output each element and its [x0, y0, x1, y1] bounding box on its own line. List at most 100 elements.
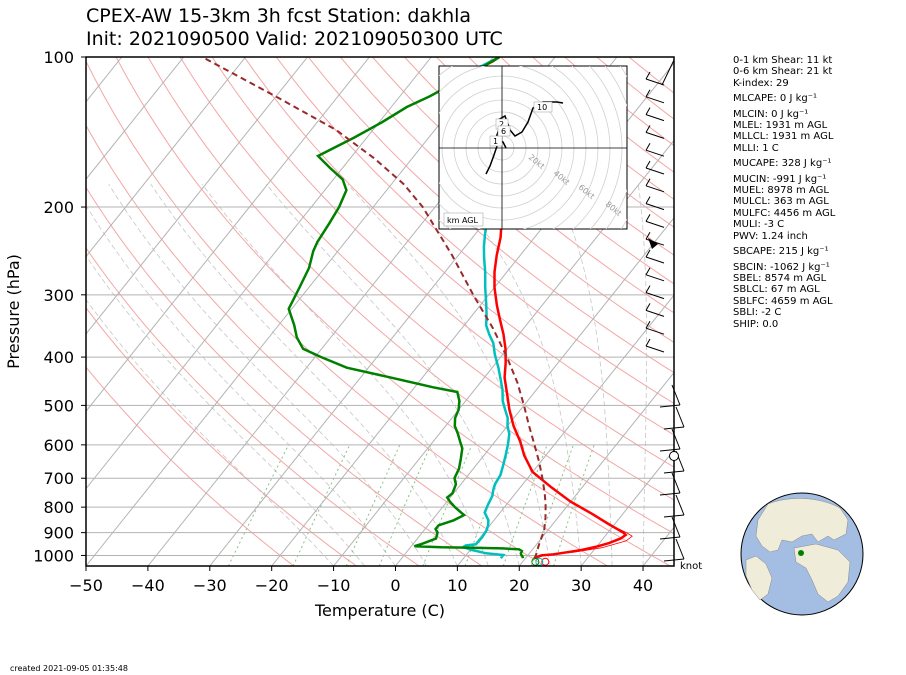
y-tick-label: 400 [43, 348, 74, 367]
hodograph-height-label: 10 [537, 103, 547, 112]
surface-marker [541, 557, 550, 566]
stat-line: 0-1 km Shear: 11 kt [733, 55, 833, 66]
wind-barb [675, 538, 685, 560]
moist-adiabat [86, 204, 396, 566]
stat-line: MLCAPE: 0 J kg⁻¹ [733, 93, 818, 105]
plot-frame [85, 56, 675, 567]
isotherm [333, 139, 674, 566]
wind-barb [675, 406, 685, 428]
wind-barb [645, 338, 651, 347]
dry-adiabat [243, 57, 674, 436]
stat-line: MLEL: 1931 m AGL [733, 120, 828, 132]
wind-barb [671, 516, 681, 538]
wind-barb [661, 59, 675, 86]
y-tick-label: 200 [43, 198, 74, 217]
mixing-ratio-line [502, 444, 548, 566]
x-tick-label: −10 [317, 576, 351, 595]
dry-adiabat [86, 124, 545, 566]
wind-barb [645, 107, 651, 115]
stat-line: SBCIN: -1062 J kg⁻¹ [733, 261, 830, 273]
hodograph-height-label: 2 [499, 120, 504, 129]
x-tick-label: −40 [131, 576, 165, 595]
stat-line: K-index: 29 [733, 77, 789, 89]
y-tick-label: 100 [43, 48, 74, 67]
surface-marker [531, 557, 540, 566]
isotherm [86, 57, 370, 413]
wind-barb [675, 494, 685, 516]
dry-adiabat [86, 306, 357, 566]
dry-adiabat [275, 57, 674, 405]
stat-line: PWV: 1.24 inch [733, 230, 808, 242]
axis-ticks: −50 −40 −30 −20 −10 0 10 20 30 40 100 200 300 400 500 6… [4, 48, 675, 620]
y-tick-label: 300 [43, 286, 74, 305]
wind-barb [645, 71, 651, 80]
dry-adiabat [404, 57, 674, 285]
wind-barb [645, 345, 665, 353]
y-tick-label: 900 [43, 524, 74, 543]
dry-adiabat [86, 366, 295, 566]
x-tick-label: 40 [633, 576, 653, 595]
dewpoint-profile [287, 57, 525, 559]
isotherm [518, 371, 674, 566]
footer-timestamp: created 2021-09-05 01:35:48 [10, 664, 128, 673]
wind-barb [663, 514, 685, 518]
y-tick-label: 600 [43, 436, 74, 455]
stat-line: SBCAPE: 215 J kg⁻¹ [733, 246, 829, 258]
wind-barb [645, 178, 651, 187]
wind-barb [645, 203, 665, 211]
y-tick-label: 1000 [33, 546, 74, 565]
wind-barb [659, 448, 681, 452]
wind-barb [645, 160, 651, 169]
mixing-ratio-line [345, 444, 401, 566]
surface-marker [535, 557, 544, 566]
stat-line: MULFC: 4456 m AGL [733, 207, 836, 219]
isotherm [86, 57, 247, 258]
stat-line: MUEL: 8978 m AGL [733, 185, 829, 197]
y-tick-label: 500 [43, 396, 74, 415]
y-tick-label: 800 [43, 498, 74, 517]
isotherm [580, 449, 674, 566]
stat-line: MULI: -3 C [733, 219, 785, 231]
hodograph-frame [438, 65, 628, 230]
mixing-ratio-line [530, 444, 574, 566]
wind-barb [671, 428, 681, 450]
wind-barb [645, 78, 665, 86]
background-lines [86, 56, 674, 566]
dry-adiabat [86, 186, 483, 566]
wind-barb [645, 131, 665, 139]
x-tick-label: −20 [255, 576, 289, 595]
parcel-profile [201, 57, 547, 559]
wind-barb [645, 185, 665, 193]
wind-barb [671, 472, 681, 494]
hodograph-height-box [489, 135, 503, 147]
mixing-ratio-line [227, 444, 290, 566]
x-tick-label: −30 [193, 576, 227, 595]
stat-line: MLCIN: 0 J kg⁻¹ [733, 108, 809, 120]
wind-barb [645, 292, 665, 300]
stat-line: MUCIN: -991 J kg⁻¹ [733, 173, 827, 185]
wind-barb [671, 384, 681, 406]
stat-line: MUCAPE: 328 J kg⁻¹ [733, 158, 832, 170]
wind-barb [645, 214, 651, 222]
moist-adiabat [150, 183, 458, 566]
isotherm [86, 57, 308, 335]
x-tick-label: 20 [509, 576, 529, 595]
wind-barb [648, 238, 658, 249]
wind-barb [659, 492, 681, 496]
wind-barb [645, 167, 665, 175]
x-tick-label: −50 [69, 576, 103, 595]
stat-line: 0-6 km Shear: 21 kt [733, 66, 833, 78]
wind-barb [645, 231, 651, 240]
chart-title-line2: Init: 2021090500 Valid: 202109050300 UTC [86, 28, 503, 50]
x-tick-label: 30 [571, 576, 591, 595]
wind-unit-label: knot [680, 561, 702, 572]
dry-adiabat [372, 57, 674, 314]
wind-barb [645, 309, 665, 317]
dry-adiabat [86, 60, 608, 566]
wind-barb [659, 536, 681, 540]
stat-line: SBEL: 8574 m AGL [733, 272, 827, 284]
hodograph-height-label: 1 [493, 137, 498, 146]
stability-indices: 0-1 km Shear: 11 kt 0-6 km Shear: 21 kt K-… [733, 55, 835, 330]
moist-adiabat [201, 183, 489, 566]
isotherm [456, 294, 674, 566]
